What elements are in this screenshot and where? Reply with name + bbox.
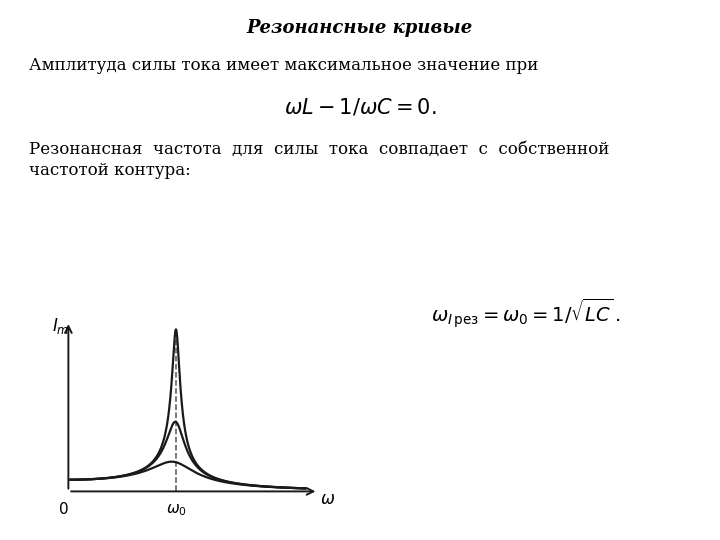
Text: Амплитуда силы тока имеет максимальное значение при: Амплитуда силы тока имеет максимальное з…	[29, 57, 538, 73]
Text: $0$: $0$	[58, 501, 68, 517]
Text: $\omega L - 1/\omega C = 0.$: $\omega L - 1/\omega C = 0.$	[284, 96, 436, 117]
Text: Резонансная  частота  для  силы  тока  совпадает  с  собственной: Резонансная частота для силы тока совпад…	[29, 140, 609, 157]
Text: Резонансные кривые: Резонансные кривые	[247, 19, 473, 37]
Text: $I_m$: $I_m$	[52, 316, 69, 336]
Text: $\omega$: $\omega$	[320, 491, 336, 508]
Text: частотой контура:: частотой контура:	[29, 162, 191, 179]
Text: $\omega_0$: $\omega_0$	[166, 503, 186, 518]
Text: $\omega_{I\,\mathrm{рез}} = \omega_0 = 1/\sqrt{LC}\,.$: $\omega_{I\,\mathrm{рез}} = \omega_0 = 1…	[431, 296, 621, 330]
